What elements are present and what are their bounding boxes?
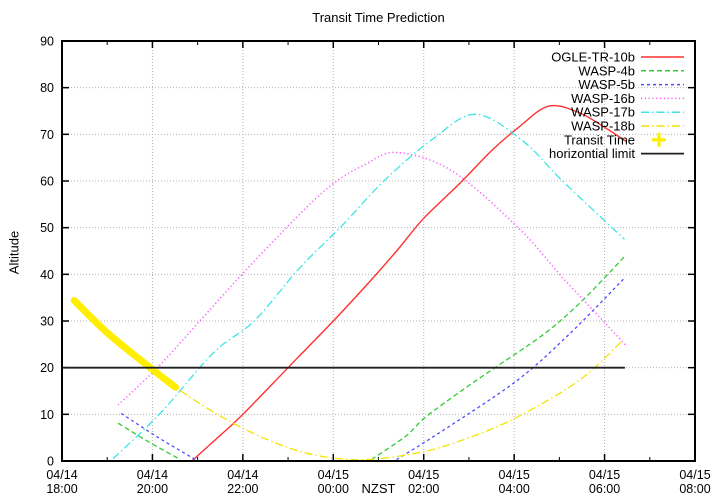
y-tick-label: 80 [40,81,54,95]
x-axis-title: NZST [361,481,396,496]
legend-label: WASP-5b [578,77,635,92]
legend-label: OGLE-TR-10b [551,50,635,65]
legend-label: WASP-18b [571,119,635,134]
series-wasp-16b [117,151,627,406]
series-ogle-tr-10b [191,104,627,462]
y-tick-label: 70 [40,128,54,142]
x-tick-label: 04/15 06:00 [589,468,620,496]
series-wasp-4b [117,422,181,461]
y-tick-label: 40 [40,268,54,282]
transit-time-marker-icon [652,132,666,147]
legend-label: Transit Time [564,132,635,147]
x-tick-label: 04/15 08:00 [679,468,710,496]
y-tick-label: 0 [47,455,54,469]
series-wasp-18b [73,300,625,461]
x-tick-label: 04/15 02:00 [408,468,439,496]
legend-label: WASP-4b [578,63,635,78]
legend-label: WASP-17b [571,105,635,120]
y-tick-label: 30 [40,315,54,329]
legend: OGLE-TR-10bWASP-4bWASP-5bWASP-16bWASP-17… [549,50,684,161]
x-tick-label: 04/14 22:00 [227,468,258,496]
y-tick-label: 60 [40,175,54,189]
y-tick-label: 90 [40,35,54,49]
plot-border [61,40,696,462]
series-wasp-5b [396,277,625,461]
y-tick-label: 20 [40,361,54,375]
x-tick-label: 04/14 18:00 [46,468,77,496]
plot-frame [61,40,696,462]
y-tick-label: 50 [40,221,54,235]
x-tick-label: 04/14 20:00 [137,468,168,496]
legend-label: horizontial limit [549,146,635,161]
x-axis-tick-labels: 04/14 18:00 04/14 20:00 04/14 22:00 04/15 00:00… [46,468,710,496]
series-transit-time [70,297,179,391]
series-wasp-5b [120,412,196,461]
data-series [62,104,627,462]
x-tick-label: 04/15 00:00 [318,468,349,496]
chart-title: Transit Time Prediction [312,10,445,25]
legend-label: WASP-16b [571,91,635,106]
y-axis-tick-labels: 0 10 20 30 40 50 60 70 80 90 [40,35,54,469]
series-wasp-4b [370,254,627,461]
y-tick-label: 10 [40,408,54,422]
series-wasp-17b [112,113,625,460]
x-tick-label: 04/15 04:00 [499,468,530,496]
